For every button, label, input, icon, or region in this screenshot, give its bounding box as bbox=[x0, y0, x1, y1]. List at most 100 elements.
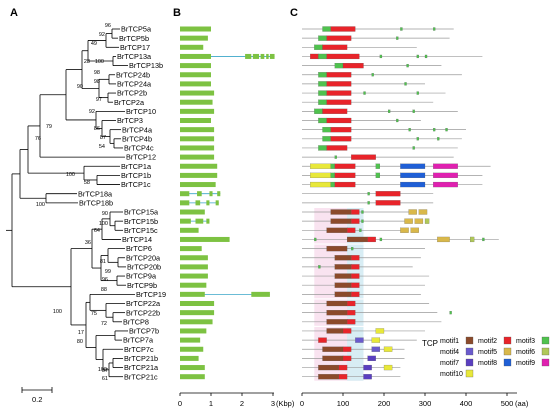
bootstrap-value: 100 bbox=[99, 221, 108, 227]
bootstrap-value: 76 bbox=[35, 136, 41, 142]
b-axis-tick-label: 2 bbox=[240, 399, 244, 408]
motif-block bbox=[400, 172, 426, 178]
taxon-label: BrTCP20a bbox=[126, 253, 161, 262]
c-axis-tick-label: 300 bbox=[419, 399, 432, 408]
motif-block bbox=[314, 237, 317, 242]
taxon-label: BrTCP24a bbox=[117, 80, 152, 89]
exon-block bbox=[180, 355, 199, 361]
exon-block bbox=[180, 35, 208, 41]
taxon-label: BrTCP7c bbox=[124, 345, 154, 354]
legend-label: motif3 bbox=[516, 338, 535, 345]
tcp-region-shade bbox=[347, 208, 364, 244]
exon-block bbox=[180, 264, 208, 270]
exon-block bbox=[180, 127, 215, 133]
motif-block bbox=[347, 310, 356, 316]
exon-block bbox=[180, 310, 215, 316]
motif-block bbox=[334, 264, 352, 270]
motif-block bbox=[363, 91, 366, 95]
taxon-label: BrTCP22a bbox=[126, 299, 161, 308]
motif-block bbox=[351, 154, 376, 160]
motif-block bbox=[347, 300, 356, 307]
taxon-label: BrTCP6 bbox=[126, 244, 152, 253]
bootstrap-value: 99 bbox=[105, 269, 111, 275]
taxon-label: BrTCP18a bbox=[78, 189, 113, 198]
motif-block bbox=[388, 109, 391, 113]
motif-block bbox=[355, 337, 364, 343]
panel-a-label: A bbox=[10, 7, 18, 19]
bootstrap-value: 96 bbox=[105, 23, 111, 29]
motif-block bbox=[314, 108, 323, 114]
motif-block bbox=[416, 91, 419, 95]
motif-block bbox=[326, 99, 352, 105]
motif-block bbox=[310, 53, 319, 60]
bootstrap-value: 80 bbox=[77, 339, 83, 345]
motif-block bbox=[371, 73, 374, 77]
taxon-label: BrTCP19 bbox=[136, 290, 166, 299]
motif-block bbox=[326, 319, 348, 325]
motif-block bbox=[445, 128, 448, 132]
motif-block bbox=[400, 181, 426, 188]
taxon-label: BrTCP21b bbox=[124, 354, 158, 363]
motif-block bbox=[330, 26, 356, 32]
motif-block bbox=[351, 255, 360, 261]
taxon-label: BrTCP15b bbox=[124, 217, 158, 226]
motif-block bbox=[367, 192, 370, 196]
taxon-label: BrTCP12 bbox=[126, 153, 156, 162]
protein-motifs bbox=[302, 26, 499, 381]
exon-block bbox=[180, 273, 208, 279]
exon-block bbox=[252, 53, 260, 59]
motif-block bbox=[408, 209, 417, 215]
motif-block bbox=[412, 146, 415, 150]
motif-block bbox=[351, 218, 360, 224]
motif-block bbox=[400, 163, 426, 169]
exon-block bbox=[195, 218, 204, 224]
bootstrap-value: 88 bbox=[101, 287, 107, 293]
exon-block bbox=[197, 191, 202, 197]
bootstrap-value: 54 bbox=[99, 144, 105, 150]
taxon-label: BrTCP13a bbox=[117, 52, 152, 61]
panel-c-axis: 0 100 200 300 400 500 (aa) bbox=[300, 392, 529, 408]
motif-block bbox=[322, 26, 331, 32]
motif-block bbox=[406, 63, 409, 68]
bootstrap-value: 100 bbox=[53, 309, 62, 315]
motif-block bbox=[318, 35, 327, 41]
exon-block bbox=[266, 53, 269, 59]
motif-block bbox=[375, 172, 380, 178]
scale-bar: 0.2 bbox=[21, 387, 53, 404]
b-axis-unit: (Kbp) bbox=[276, 399, 295, 408]
motif-block bbox=[330, 218, 352, 224]
exon-block bbox=[180, 337, 201, 343]
exon-block bbox=[180, 118, 211, 123]
legend-swatch bbox=[541, 347, 550, 356]
exon-block bbox=[180, 99, 213, 105]
motif-block bbox=[383, 346, 393, 352]
taxon-label: BrTCP1c bbox=[121, 180, 151, 189]
exon-block bbox=[180, 154, 215, 160]
exon-block bbox=[180, 246, 202, 252]
taxon-label: BrTCP1b bbox=[121, 171, 151, 180]
motif-block bbox=[379, 54, 383, 59]
exon-block bbox=[180, 301, 215, 306]
taxon-label: BrTCP24b bbox=[116, 70, 150, 79]
motif-block bbox=[351, 291, 360, 297]
tcp-region-shade bbox=[347, 244, 364, 299]
exon-block bbox=[180, 172, 218, 178]
motif-block bbox=[437, 236, 450, 243]
motif-block bbox=[338, 364, 348, 371]
motif-block bbox=[347, 319, 356, 325]
legend-title: TCP bbox=[422, 339, 438, 348]
motif-block bbox=[375, 328, 385, 334]
motif-block bbox=[334, 172, 356, 178]
motif-block bbox=[330, 136, 352, 142]
motif-block bbox=[433, 128, 436, 132]
exon-block bbox=[180, 346, 204, 352]
exon-block bbox=[180, 255, 208, 261]
motif-block bbox=[310, 172, 331, 178]
motif-block bbox=[367, 355, 376, 361]
motif-block bbox=[318, 81, 327, 87]
bootstrap-value: 100 bbox=[36, 202, 45, 208]
taxon-label: BrTCP2a bbox=[114, 98, 145, 107]
legend-label: motif5 bbox=[478, 349, 497, 356]
motif-block bbox=[361, 210, 364, 214]
